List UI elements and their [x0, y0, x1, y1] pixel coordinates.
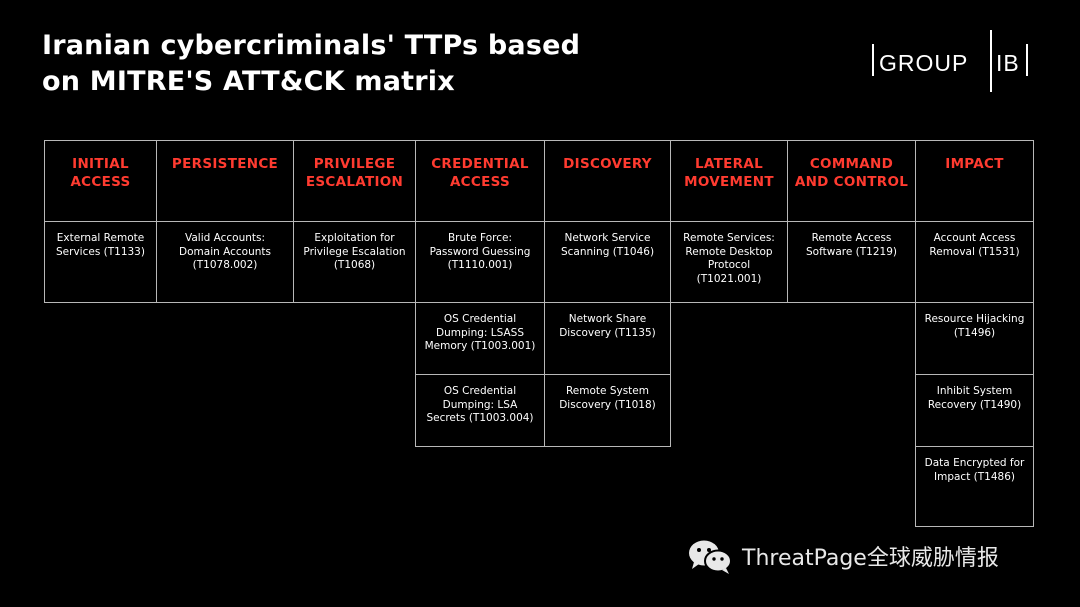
technique-label: Remote System Discovery (T1018) [559, 385, 656, 411]
matrix-header-persistence: PERSISTENCE [156, 140, 294, 222]
technique-label: OS Credential Dumping: LSASS Memory (T10… [424, 313, 536, 353]
matrix-header-lateral-movement: LATERAL MOVEMENT [670, 140, 788, 222]
technique-cell: Brute Force: Password Guessing (T1110.00… [415, 221, 545, 303]
matrix-header-command-and-control: COMMAND AND CONTROL [787, 140, 916, 222]
matrix-header-impact: IMPACT [915, 140, 1034, 222]
technique-cell: Remote Access Software (T1219) [787, 221, 916, 303]
logo-text-ib: IB [996, 50, 1020, 76]
technique-label: External Remote Services (T1133) [56, 232, 145, 258]
technique-cell: Remote Services: Remote Desktop Protocol… [670, 221, 788, 303]
footer-watermark: ThreatPage全球威胁情报 [686, 536, 999, 576]
logo-bar-left [872, 44, 874, 76]
matrix-header-label: PERSISTENCE [171, 156, 279, 172]
footer-text: ThreatPage全球威胁情报 [742, 546, 999, 571]
matrix-header-label: PRIVILEGE ESCALATION [305, 156, 404, 190]
matrix-header-initial-access: INITIAL ACCESS [44, 140, 157, 222]
technique-label: Exploitation for Privilege Escalation (T… [303, 232, 406, 272]
page-title: Iranian cybercriminals' TTPs based on MI… [42, 28, 580, 100]
technique-label: Valid Accounts: Domain Accounts (T1078.0… [179, 232, 271, 272]
technique-label: Inhibit System Recovery (T1490) [927, 385, 1022, 411]
technique-cell: Account Access Removal (T1531) [915, 221, 1034, 303]
technique-label: OS Credential Dumping: LSA Secrets (T100… [426, 385, 534, 425]
wechat-icon [689, 540, 732, 574]
matrix-header-credential-access: CREDENTIAL ACCESS [415, 140, 545, 222]
technique-cell: Remote System Discovery (T1018) [544, 374, 671, 447]
technique-cell: Network Share Discovery (T1135) [544, 302, 671, 375]
group-ib-logo: GROUP IB [872, 30, 1030, 94]
matrix-header-label: COMMAND AND CONTROL [794, 156, 909, 190]
title-line-2: on MITRE'S ATT&CK matrix [42, 66, 455, 97]
logo-text-group: GROUP [879, 50, 969, 76]
technique-cell: Inhibit System Recovery (T1490) [915, 374, 1034, 447]
technique-label: Remote Services: Remote Desktop Protocol… [683, 232, 775, 285]
technique-label: Resource Hijacking (T1496) [924, 313, 1025, 339]
technique-label: Network Service Scanning (T1046) [560, 232, 655, 258]
technique-cell: Resource Hijacking (T1496) [915, 302, 1034, 375]
logo-bar-center [990, 30, 992, 92]
matrix-header-label: IMPACT [945, 156, 1004, 172]
technique-label: Account Access Removal (T1531) [929, 232, 1020, 258]
matrix-header-label: CREDENTIAL ACCESS [431, 156, 529, 190]
technique-label: Network Share Discovery (T1135) [559, 313, 656, 339]
technique-label: Data Encrypted for Impact (T1486) [924, 457, 1025, 483]
technique-label: Remote Access Software (T1219) [806, 232, 897, 258]
matrix-header-privilege-escalation: PRIVILEGE ESCALATION [293, 140, 416, 222]
technique-cell: OS Credential Dumping: LSA Secrets (T100… [415, 374, 545, 447]
technique-cell: Data Encrypted for Impact (T1486) [915, 446, 1034, 527]
logo-bar-right [1026, 44, 1028, 76]
technique-cell: OS Credential Dumping: LSASS Memory (T10… [415, 302, 545, 375]
technique-cell: Exploitation for Privilege Escalation (T… [293, 221, 416, 303]
matrix-header-label: INITIAL ACCESS [70, 156, 131, 190]
technique-cell: Network Service Scanning (T1046) [544, 221, 671, 303]
technique-cell: External Remote Services (T1133) [44, 221, 157, 303]
matrix-header-label: LATERAL MOVEMENT [684, 156, 774, 190]
title-line-1: Iranian cybercriminals' TTPs based [42, 30, 581, 61]
technique-cell: Valid Accounts: Domain Accounts (T1078.0… [156, 221, 294, 303]
technique-label: Brute Force: Password Guessing (T1110.00… [429, 232, 531, 272]
matrix-header-label: DISCOVERY [563, 156, 652, 172]
matrix-header-discovery: DISCOVERY [544, 140, 671, 222]
